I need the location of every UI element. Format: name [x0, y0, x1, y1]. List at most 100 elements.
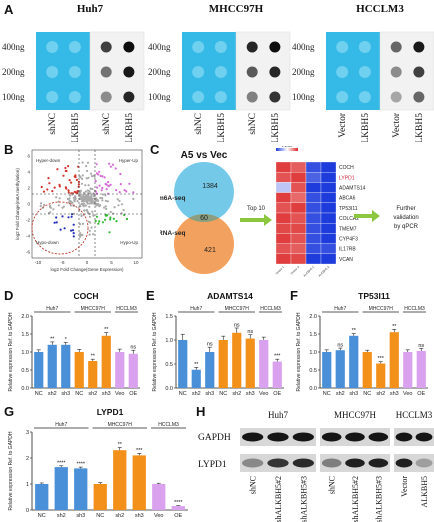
scatter-point	[71, 201, 74, 204]
significance-label: **	[392, 324, 397, 330]
y-tick-label: 2	[27, 186, 30, 191]
y-tick-label: 0.5	[309, 368, 317, 374]
cell-line-label: HCCLM3	[356, 3, 404, 15]
scatter-point	[87, 176, 90, 179]
bar	[335, 350, 345, 388]
validation-text: by qPCR	[394, 224, 419, 230]
heatmap-cell	[290, 182, 307, 193]
heatmap-column-label: Vector-2	[289, 265, 300, 276]
cell-line-label: Huh7	[77, 3, 104, 15]
scatter-point	[85, 177, 88, 180]
validation-text: validation	[393, 215, 418, 221]
membrane-dot	[46, 91, 59, 103]
scatter-point	[104, 213, 107, 217]
protein-band	[292, 432, 314, 442]
scatter-point	[57, 200, 60, 203]
m6a-only-count: 1384	[202, 183, 218, 190]
scatter-point	[123, 189, 126, 192]
group-label: MHCC97H	[369, 306, 394, 312]
scatter-point	[67, 191, 70, 194]
y-tick-label: 1	[26, 482, 29, 488]
methylene-blue-membrane	[326, 32, 380, 110]
scatter-point	[122, 209, 125, 212]
significance-label: ns	[337, 343, 343, 349]
scatter-point	[64, 169, 67, 173]
scatter-point	[87, 196, 90, 199]
row-label: 200ng	[292, 67, 315, 77]
scatter-point	[69, 204, 72, 207]
group-label: ALKBH5	[415, 113, 425, 142]
quadrant-label: Hyper-Up	[119, 158, 139, 163]
scatter-point	[115, 220, 118, 223]
scatter-point	[80, 182, 84, 185]
scatter-point	[70, 215, 73, 218]
scatter-point	[79, 223, 82, 226]
lane-label: ALKBH5	[420, 476, 429, 508]
panel-f-tp53i11-chart: TP53I11 0.0 0.5 1.0 1.5 2.0 Relative expressio…	[296, 291, 428, 397]
scatter-point	[132, 191, 135, 194]
scatter-point	[82, 191, 85, 194]
scatter-point	[108, 162, 111, 165]
scatter-point	[80, 214, 83, 218]
heatmap-cell	[305, 233, 322, 244]
group-label: shNC	[194, 113, 204, 135]
x-tick-label: sh3	[390, 391, 399, 397]
group-label: MHCC97H	[108, 422, 133, 428]
scatter-point	[115, 189, 118, 192]
bar	[245, 338, 255, 388]
scatter-point	[72, 235, 75, 238]
significance-label: *	[65, 337, 68, 343]
heatmap-cell	[305, 182, 322, 193]
x-tick-label: sh2	[376, 391, 385, 397]
x-tick-label: sh3	[135, 513, 144, 519]
membrane-dot	[68, 91, 81, 103]
panel-a-dot-blots: 400ng 400ng 400ng 200ng 200ng 200ng 100ng 100ng…	[2, 3, 434, 142]
scatter-point	[84, 190, 87, 193]
gene-label: CYP4F3	[339, 237, 358, 243]
heatmap-cell	[275, 253, 292, 265]
panel-label-f: F	[290, 288, 298, 303]
scatter-point	[72, 232, 75, 235]
heatmap-cell	[305, 253, 322, 265]
scatter-point	[99, 196, 102, 200]
group-label: MHCC97H	[81, 306, 106, 312]
scatter-point	[76, 190, 79, 193]
bar	[35, 484, 49, 510]
panel-label-c: C	[150, 142, 160, 157]
scatter-point	[88, 190, 91, 193]
overlap-count: 60	[200, 215, 208, 222]
x-tick-label: sh2	[48, 391, 57, 397]
lane-label: shNC	[328, 476, 337, 494]
bar	[349, 335, 359, 388]
scatter-point	[94, 219, 97, 223]
heatmap-cell	[320, 182, 337, 193]
significance-label: **	[91, 354, 96, 360]
x-tick-label: NC	[179, 391, 187, 397]
scatter-point	[109, 218, 112, 221]
membrane-dot	[192, 91, 205, 103]
scatter-point	[125, 190, 128, 193]
group-label: shALKBH5	[217, 113, 227, 142]
scatter-point	[104, 218, 107, 221]
heatmap-column-label: Vector-1	[274, 265, 285, 276]
protein-band	[345, 432, 365, 442]
scatter-point	[87, 184, 90, 187]
membrane-dot	[214, 91, 227, 103]
scatter-point	[67, 189, 70, 192]
y-tick-label: 1.5	[21, 332, 29, 338]
heatmap-cell	[305, 202, 322, 214]
bar	[152, 484, 166, 510]
membrane-dot	[358, 66, 371, 78]
scatter-point	[90, 201, 93, 204]
scatter-point	[93, 175, 96, 178]
scatter-point	[111, 163, 114, 166]
scatter-point	[51, 190, 54, 193]
scatter-point	[95, 186, 99, 189]
scatter-point	[95, 163, 98, 166]
bar	[178, 340, 188, 388]
bar	[232, 332, 242, 388]
scatter-point	[95, 172, 98, 175]
scatter-point	[82, 202, 86, 205]
cell-line-label: MHCC97H	[334, 410, 377, 420]
scatter-point	[79, 197, 82, 201]
